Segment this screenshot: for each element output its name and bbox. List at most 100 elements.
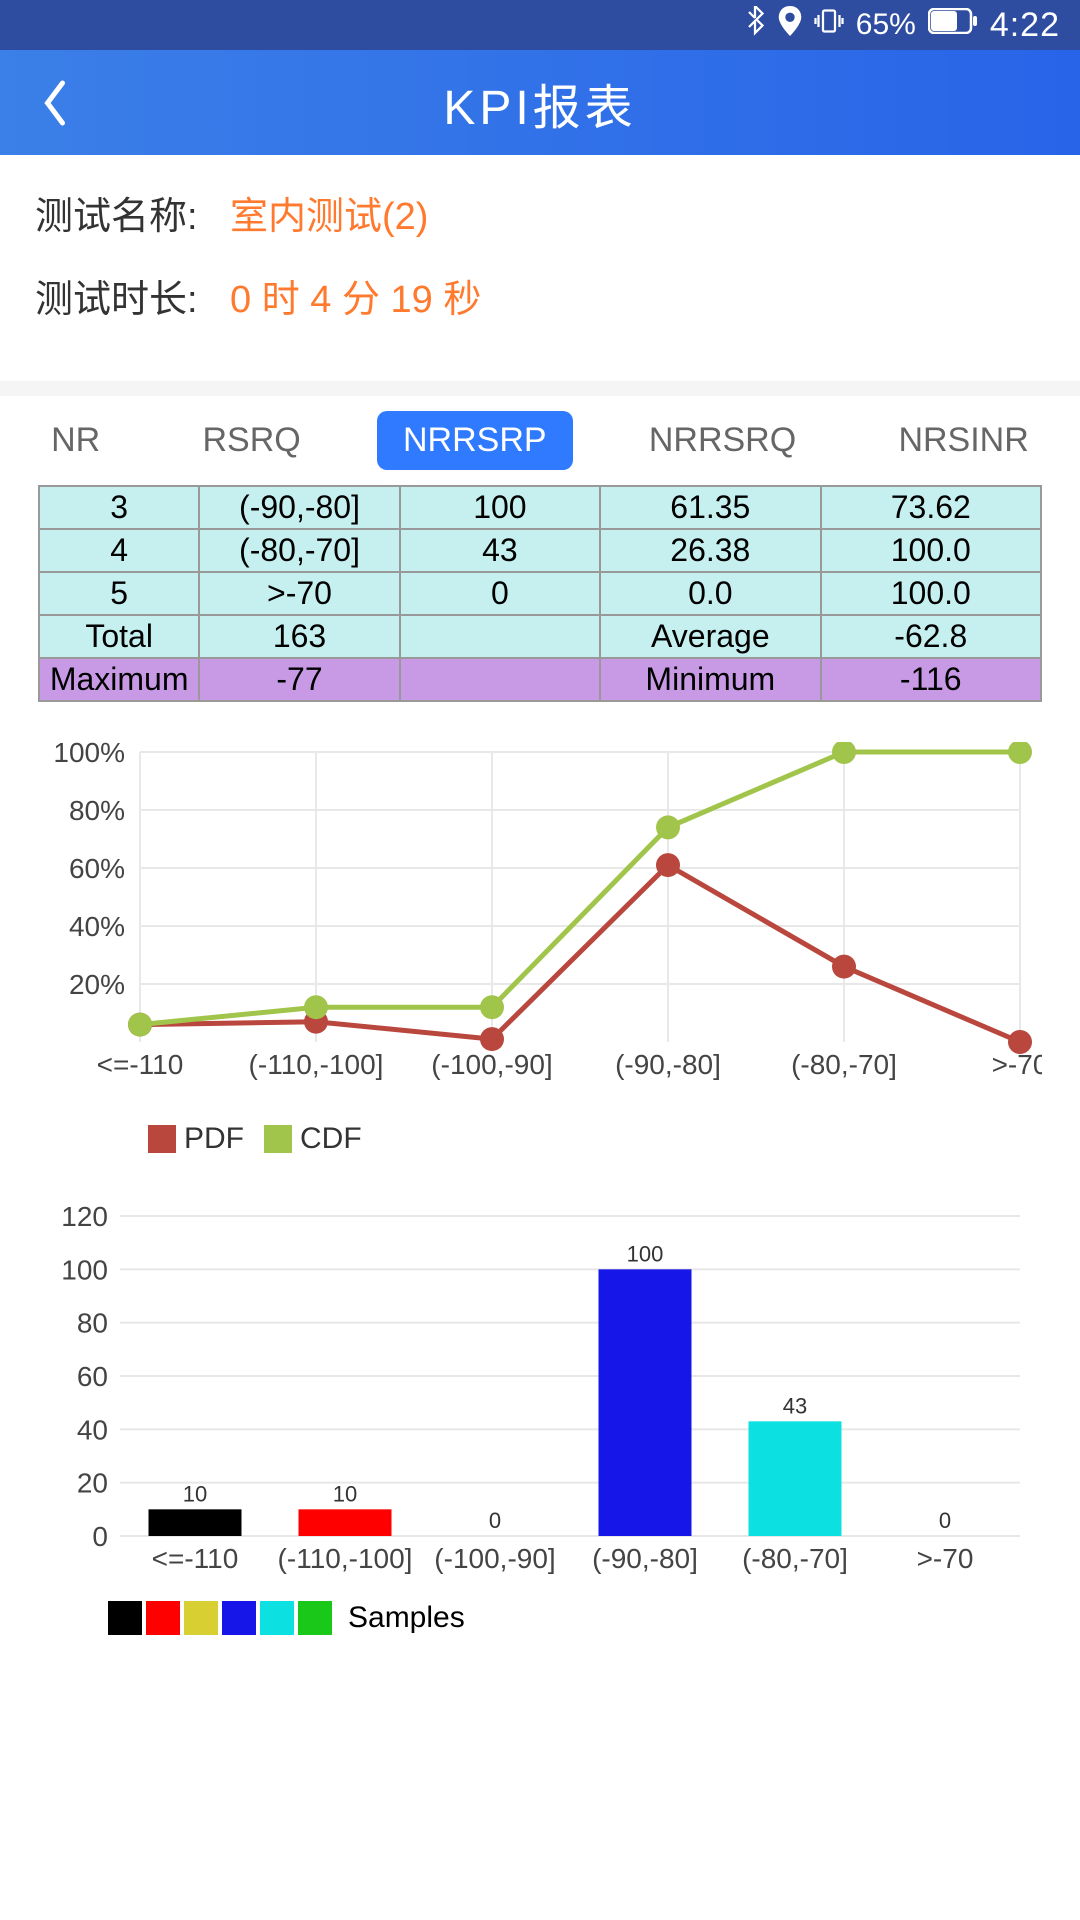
line-chart: 20% 40% 60% 80% 100% <=-110 (-110,-100] (-100,-… (38, 742, 1042, 1112)
svg-text:80%: 80% (69, 795, 125, 826)
svg-text:20%: 20% (69, 969, 125, 1000)
table-cell: Minimum (600, 658, 820, 701)
table-cell: 100.0 (821, 572, 1041, 615)
bluetooth-icon (744, 6, 766, 44)
svg-text:100: 100 (61, 1254, 108, 1285)
tab-nrrsrq[interactable]: NRRSRQ (623, 411, 822, 470)
svg-text:>-70: >-70 (992, 1049, 1042, 1080)
table-row: 3(-90,-80]10061.3573.62 (39, 486, 1041, 529)
bar-legend-label: Samples (348, 1601, 465, 1635)
bar-chart-container: 0 20 40 60 80 100 120 10 <=-110 10 (-110,-100] 0 (-1… (38, 1206, 1042, 1635)
legend-swatch (222, 1601, 256, 1635)
svg-text:120: 120 (61, 1206, 108, 1232)
test-name-value: 室内测试(2) (230, 185, 428, 240)
table-cell: 163 (199, 615, 399, 658)
tab-rsrq[interactable]: RSRQ (177, 411, 327, 470)
legend-swatch (108, 1601, 142, 1635)
table-cell: >-70 (199, 572, 399, 615)
tab-nr[interactable]: NR (25, 411, 126, 470)
table-cell (400, 615, 600, 658)
svg-text:43: 43 (783, 1393, 807, 1418)
bar-chart: 0 20 40 60 80 100 120 10 <=-110 10 (-110,-100] 0 (-1… (38, 1206, 1042, 1586)
svg-text:(-110,-100]: (-110,-100] (278, 1543, 413, 1574)
line-chart-legend: PDF CDF (148, 1122, 1042, 1156)
bar-chart-legend: Samples (108, 1601, 1042, 1635)
tab-nrrsrp[interactable]: NRRSRP (377, 411, 573, 470)
svg-text:(-90,-80]: (-90,-80] (615, 1049, 721, 1080)
back-button[interactable] (30, 78, 80, 128)
table-cell: 0 (400, 572, 600, 615)
table-cell: 5 (39, 572, 199, 615)
test-duration-label: 测试时长: (35, 268, 230, 323)
svg-text:(-90,-80]: (-90,-80] (592, 1543, 698, 1574)
legend-swatch (298, 1601, 332, 1635)
legend-item-pdf: PDF (148, 1122, 244, 1156)
table-cell: Maximum (39, 658, 199, 701)
table-cell: 73.62 (821, 486, 1041, 529)
table-row: 4(-80,-70]4326.38100.0 (39, 529, 1041, 572)
svg-text:(-80,-70]: (-80,-70] (791, 1049, 897, 1080)
svg-text:40%: 40% (69, 911, 125, 942)
svg-text:(-80,-70]: (-80,-70] (742, 1543, 848, 1574)
divider (0, 381, 1080, 396)
legend-item-cdf: CDF (264, 1122, 362, 1156)
table-cell: 100.0 (821, 529, 1041, 572)
table-cell: 4 (39, 529, 199, 572)
table-cell: (-80,-70] (199, 529, 399, 572)
svg-text:60%: 60% (69, 853, 125, 884)
table-cell: 61.35 (600, 486, 820, 529)
legend-swatch (184, 1601, 218, 1635)
svg-text:100: 100 (627, 1241, 664, 1266)
clock-text: 4:22 (990, 6, 1060, 45)
test-name-row: 测试名称: 室内测试(2) (35, 185, 1045, 240)
battery-percent: 65% (856, 8, 916, 42)
table-cell: 43 (400, 529, 600, 572)
table-row: Maximum-77 Minimum-116 (39, 658, 1041, 701)
svg-text:(-100,-90]: (-100,-90] (434, 1543, 555, 1574)
line-chart-container: 20% 40% 60% 80% 100% <=-110 (-110,-100] (-100,-… (38, 742, 1042, 1156)
page-title: KPI报表 (80, 68, 1000, 138)
table-cell: 26.38 (600, 529, 820, 572)
status-bar: 65% 4:22 (0, 0, 1080, 50)
battery-icon (928, 8, 978, 42)
test-name-label: 测试名称: (35, 185, 230, 240)
svg-text:0: 0 (92, 1521, 108, 1552)
svg-text:(-110,-100]: (-110,-100] (249, 1049, 384, 1080)
table-cell: 0.0 (600, 572, 820, 615)
table-row: Total163 Average-62.8 (39, 615, 1041, 658)
svg-text:<=-110: <=-110 (97, 1049, 184, 1080)
svg-text:40: 40 (77, 1414, 108, 1445)
svg-text:10: 10 (333, 1481, 357, 1506)
test-duration-row: 测试时长: 0 时 4 分 19 秒 (35, 268, 1045, 323)
svg-text:0: 0 (489, 1508, 501, 1533)
table-cell: Total (39, 615, 199, 658)
svg-text:<=-110: <=-110 (152, 1543, 239, 1574)
data-table: 3(-90,-80]10061.3573.624(-80,-70]4326.38… (38, 485, 1042, 702)
app-header: KPI报表 (0, 50, 1080, 155)
svg-text:100%: 100% (53, 742, 125, 768)
test-duration-value: 0 时 4 分 19 秒 (230, 268, 481, 323)
legend-swatch (146, 1601, 180, 1635)
svg-text:20: 20 (77, 1468, 108, 1499)
table-cell: (-90,-80] (199, 486, 399, 529)
table-cell: Average (600, 615, 820, 658)
svg-text:80: 80 (77, 1308, 108, 1339)
tab-nrsinr[interactable]: NRSINR (872, 411, 1054, 470)
table-cell: 100 (400, 486, 600, 529)
svg-text:10: 10 (183, 1481, 207, 1506)
vibrate-icon (814, 6, 844, 44)
svg-text:>-70: >-70 (917, 1543, 974, 1574)
table-cell: -116 (821, 658, 1041, 701)
info-section: 测试名称: 室内测试(2) 测试时长: 0 时 4 分 19 秒 (0, 155, 1080, 381)
svg-text:0: 0 (939, 1508, 951, 1533)
table-cell: -77 (199, 658, 399, 701)
svg-text:(-100,-90]: (-100,-90] (431, 1049, 552, 1080)
svg-text:60: 60 (77, 1361, 108, 1392)
tabs: NRRSRQNRRSRPNRRSRQNRSINR (0, 396, 1080, 485)
location-icon (778, 6, 802, 44)
table-cell (400, 658, 600, 701)
legend-swatch (260, 1601, 294, 1635)
table-row: 5>-7000.0100.0 (39, 572, 1041, 615)
table-cell: -62.8 (821, 615, 1041, 658)
table-cell: 3 (39, 486, 199, 529)
